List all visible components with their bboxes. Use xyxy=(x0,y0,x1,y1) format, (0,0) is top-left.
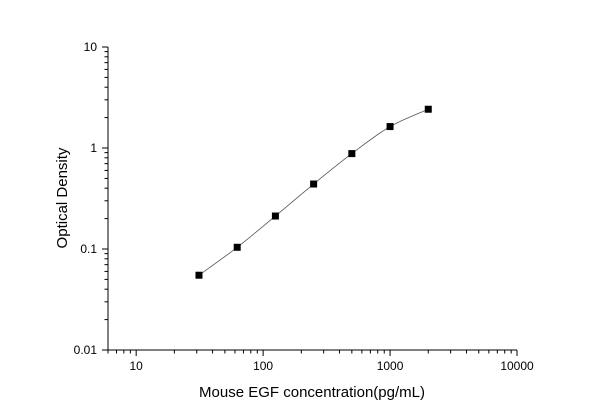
y-tick-label: 0.01 xyxy=(74,343,98,357)
y-ticks xyxy=(102,46,108,351)
data-point xyxy=(386,123,394,131)
data-point xyxy=(348,150,356,158)
x-tick-label: 10 xyxy=(129,359,143,373)
data-points xyxy=(195,105,432,279)
y-tick-label: 10 xyxy=(84,40,98,54)
x-tick-label: 100 xyxy=(253,359,273,373)
data-point xyxy=(233,243,241,251)
y-tick-label: 0.1 xyxy=(80,242,97,256)
y-axis-title: Optical Density xyxy=(54,147,71,248)
x-tick-label: 10000 xyxy=(500,359,534,373)
y-tick-labels: 0.01 0.1 1 10 xyxy=(74,40,98,357)
y-tick-label: 1 xyxy=(90,141,97,155)
x-ticks xyxy=(107,350,518,356)
x-tick-label: 1000 xyxy=(377,359,404,373)
x-axis-title: Mouse EGF concentration(pg/mL) xyxy=(199,384,425,401)
data-point xyxy=(271,212,279,220)
data-point xyxy=(195,271,203,279)
series-line xyxy=(198,108,429,276)
axes: 10 100 1000 10000 0.01 0.1 1 10 xyxy=(74,40,534,373)
x-tick-labels: 10 100 1000 10000 xyxy=(129,359,534,373)
data-point xyxy=(424,105,432,113)
data-point xyxy=(310,180,318,188)
